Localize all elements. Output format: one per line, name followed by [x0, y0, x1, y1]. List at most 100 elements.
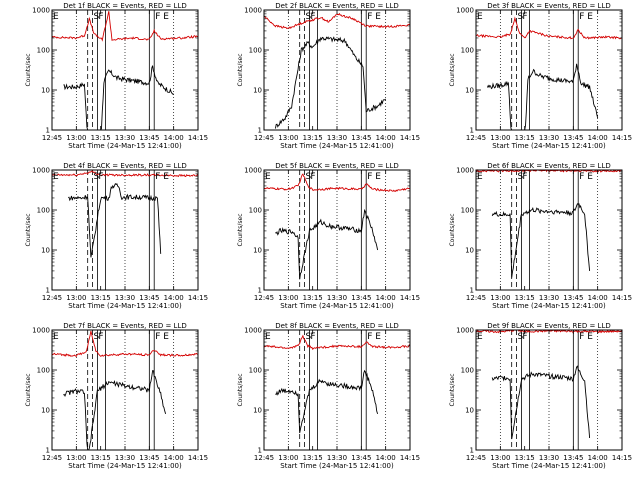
interval-marker: F: [310, 332, 315, 342]
series-line-lld: [263, 12, 411, 30]
x-tick-label: 13:45: [139, 134, 159, 142]
y-tick-label: 1: [470, 127, 474, 135]
y-tick-label: 10: [253, 87, 262, 95]
interval-marker: E: [163, 172, 169, 182]
series-line-events: [63, 65, 174, 131]
y-tick-label: 1: [470, 287, 474, 295]
y-tick-label: 10: [465, 87, 474, 95]
x-axis-label: Start Time (24-Mar-15 12:41:00): [68, 462, 182, 470]
interval-marker: E: [587, 332, 593, 342]
x-tick-label: 13:00: [66, 454, 86, 462]
series-line-events: [491, 203, 591, 278]
y-tick-label: 1: [46, 287, 50, 295]
y-tick-label: 100: [461, 367, 474, 375]
x-tick-label: 12:45: [42, 294, 62, 302]
x-tick-label: 14:00: [164, 294, 184, 302]
x-tick-label: 12:45: [42, 454, 62, 462]
y-tick-label: 10: [465, 407, 474, 415]
x-tick-label: 13:30: [327, 134, 347, 142]
x-axis-label: Start Time (24-Mar-15 12:41:00): [280, 142, 394, 150]
interval-marker: S: [94, 172, 100, 182]
x-tick-label: 13:00: [66, 134, 86, 142]
series-line-lld: [475, 16, 622, 40]
x-tick-label: 13:45: [563, 294, 583, 302]
series-line-lld: [263, 173, 411, 192]
x-tick-label: 13:00: [278, 294, 298, 302]
interval-marker: E: [587, 12, 593, 22]
y-tick-label: 1000: [456, 167, 474, 175]
interval-marker: S: [518, 12, 524, 22]
x-tick-label: 13:15: [91, 454, 111, 462]
interval-marker: F: [367, 172, 372, 182]
x-tick-label: 14:00: [588, 294, 608, 302]
x-tick-label: 14:15: [188, 294, 208, 302]
chart-title: Det 1f BLACK = Events, RED = LLD: [63, 2, 186, 10]
x-tick-label: 13:30: [327, 294, 347, 302]
x-tick-label: 13:45: [351, 134, 371, 142]
y-tick-label: 100: [37, 47, 50, 55]
x-tick-label: 12:45: [466, 134, 486, 142]
y-axis-label: Counts/sec: [449, 213, 456, 246]
series-line-lld: [51, 11, 199, 42]
x-axis-label: Start Time (24-Mar-15 12:41:00): [68, 302, 182, 310]
x-tick-label: 13:15: [91, 134, 111, 142]
x-tick-label: 13:30: [539, 134, 559, 142]
y-tick-label: 1000: [456, 7, 474, 15]
series-line-events: [275, 208, 379, 280]
x-tick-label: 13:00: [278, 134, 298, 142]
interval-marker: S: [94, 12, 100, 22]
x-tick-label: 13:45: [351, 294, 371, 302]
x-axis-label: Start Time (24-Mar-15 12:41:00): [492, 142, 606, 150]
y-tick-label: 1: [470, 447, 474, 455]
y-tick-label: 100: [461, 47, 474, 55]
interval-marker: E: [163, 332, 169, 342]
y-tick-label: 1000: [32, 327, 50, 335]
series-line-events: [491, 365, 591, 440]
y-tick-label: 10: [41, 247, 50, 255]
x-tick-label: 13:45: [563, 134, 583, 142]
x-tick-label: 13:00: [490, 454, 510, 462]
y-tick-label: 10: [253, 247, 262, 255]
y-axis-label: Counts/sec: [237, 213, 244, 246]
x-tick-label: 13:45: [563, 454, 583, 462]
x-tick-label: 14:15: [188, 134, 208, 142]
series-line-events: [68, 182, 162, 258]
interval-marker: E: [265, 332, 271, 342]
series-line-events: [486, 63, 599, 131]
interval-marker: F: [522, 332, 527, 342]
x-tick-label: 14:15: [400, 134, 420, 142]
chart-title: Det 9f BLACK = Events, RED = LLD: [487, 322, 610, 330]
chart-title: Det 7f BLACK = Events, RED = LLD: [63, 322, 186, 330]
y-tick-label: 10: [253, 407, 262, 415]
x-tick-label: 13:00: [490, 294, 510, 302]
x-tick-label: 13:30: [539, 454, 559, 462]
x-axis-label: Start Time (24-Mar-15 12:41:00): [492, 302, 606, 310]
y-tick-label: 1000: [244, 327, 262, 335]
interval-marker: S: [518, 172, 524, 182]
y-axis-label: Counts/sec: [237, 53, 244, 86]
x-tick-label: 14:00: [588, 454, 608, 462]
x-tick-label: 13:15: [303, 454, 323, 462]
interval-marker: S: [94, 332, 100, 342]
y-tick-label: 1: [258, 287, 262, 295]
x-tick-label: 14:15: [400, 454, 420, 462]
x-tick-label: 13:30: [115, 134, 135, 142]
x-tick-label: 14:15: [612, 294, 632, 302]
chart-title: Det 2f BLACK = Events, RED = LLD: [275, 2, 398, 10]
interval-marker: S: [518, 332, 524, 342]
y-axis-label: Counts/sec: [25, 213, 32, 246]
x-tick-label: 13:30: [115, 454, 135, 462]
x-tick-label: 13:15: [515, 454, 535, 462]
x-tick-label: 14:00: [164, 134, 184, 142]
interval-marker: F: [522, 172, 527, 182]
x-tick-label: 13:00: [278, 454, 298, 462]
interval-marker: F: [522, 12, 527, 22]
x-tick-label: 13:00: [490, 134, 510, 142]
interval-marker: E: [375, 332, 381, 342]
x-tick-label: 14:00: [164, 454, 184, 462]
series-line-lld: [51, 170, 199, 178]
x-tick-label: 12:45: [466, 454, 486, 462]
x-tick-label: 13:15: [515, 294, 535, 302]
x-axis-label: Start Time (24-Mar-15 12:41:00): [68, 142, 182, 150]
